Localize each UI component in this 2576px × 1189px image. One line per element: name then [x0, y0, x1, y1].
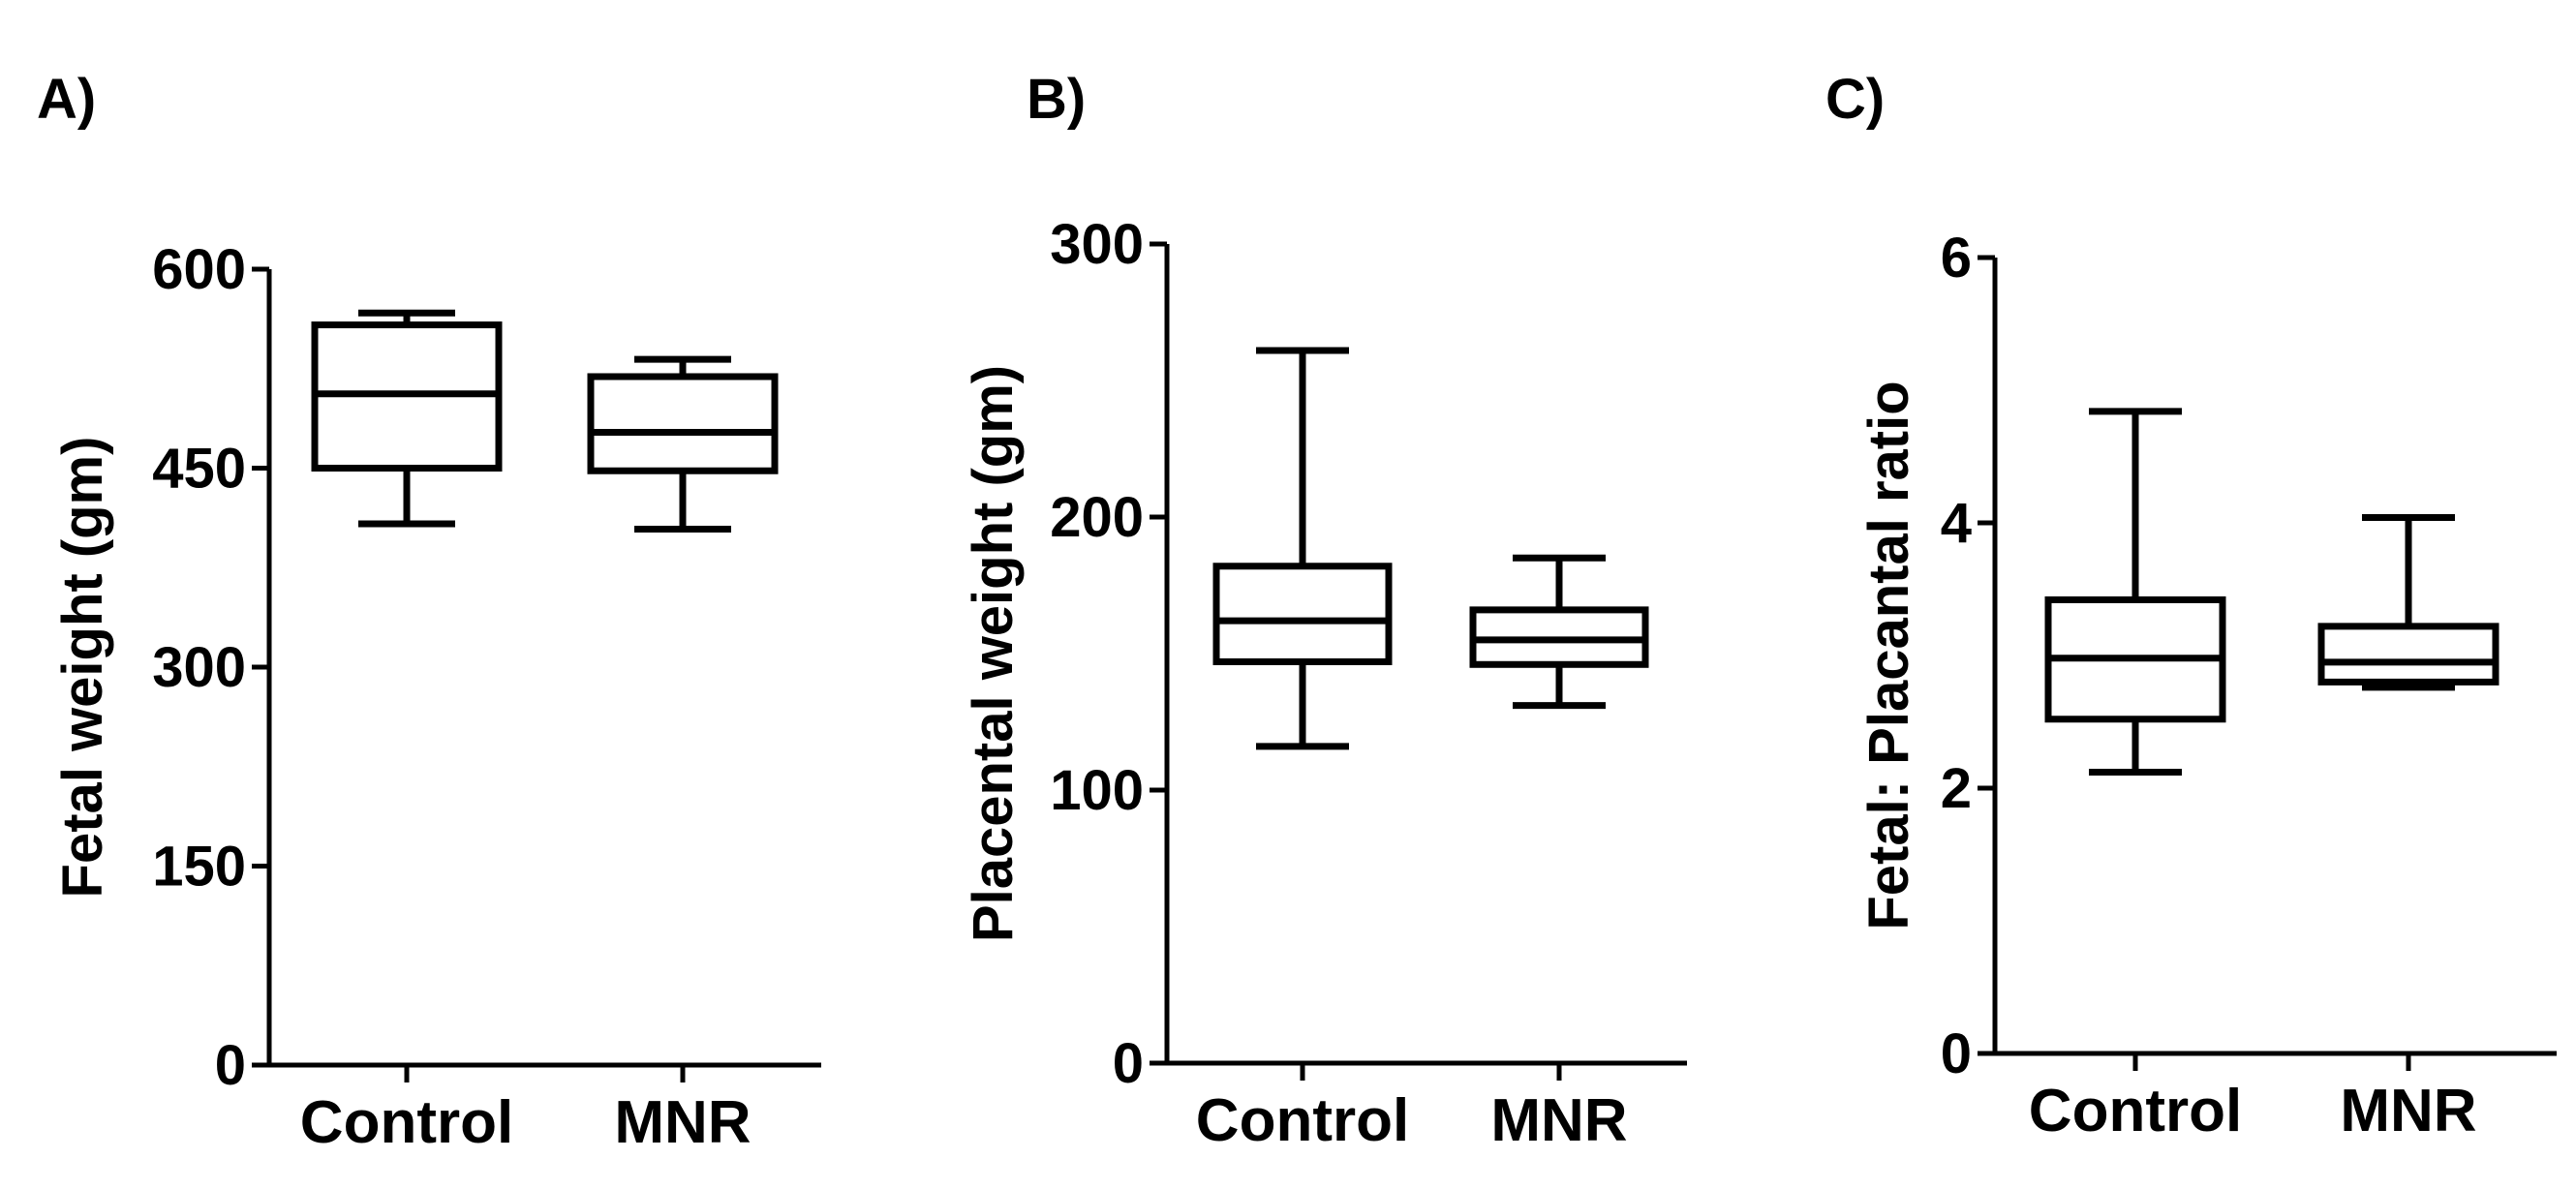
y-axis-title: Fetal: Placantal ratio — [1857, 381, 1920, 930]
panel-c: C) 0 2 4 6 Fetal: Placantal ratio Control MNR — [1825, 68, 2557, 1144]
y-tick-label: 6 — [1941, 227, 1972, 290]
y-tick-label: 2 — [1941, 757, 1972, 820]
y-tick-label: 200 — [1050, 486, 1144, 549]
y-tick-label: 4 — [1941, 492, 1972, 555]
x-category-label: MNR — [614, 1089, 751, 1156]
iqr-box — [2317, 623, 2499, 686]
x-category-label: Control — [300, 1089, 513, 1156]
panel-a: A) 0 150 300 450 600 Fetal weight (gm) Control M… — [37, 68, 821, 1156]
y-tick-label: 100 — [1050, 759, 1144, 822]
x-category-label: MNR — [1490, 1087, 1627, 1154]
iqr-box — [587, 373, 779, 474]
panel-label: A) — [37, 68, 96, 131]
y-tick-label: 150 — [152, 836, 246, 899]
panel-label: B) — [1027, 68, 1086, 131]
panel-label: C) — [1825, 68, 1885, 131]
y-axis-title: Fetal weight (gm) — [51, 437, 114, 899]
iqr-box — [1212, 563, 1393, 665]
y-tick-label: 0 — [215, 1034, 246, 1097]
y-tick-label: 0 — [1941, 1022, 1972, 1085]
y-tick-label: 450 — [152, 438, 246, 501]
y-axis-title: Placental weight (gm) — [962, 365, 1025, 942]
y-tick-label: 300 — [1050, 213, 1144, 276]
y-tick-label: 600 — [152, 238, 246, 301]
x-category-label: Control — [2029, 1078, 2242, 1144]
panel-b: B) 0 100 200 300 Placental weight (gm) Control… — [962, 68, 1687, 1154]
y-tick-label: 0 — [1113, 1032, 1144, 1095]
x-category-label: Control — [1196, 1087, 1409, 1154]
y-tick-label: 300 — [152, 636, 246, 699]
x-category-label: MNR — [2340, 1078, 2476, 1144]
